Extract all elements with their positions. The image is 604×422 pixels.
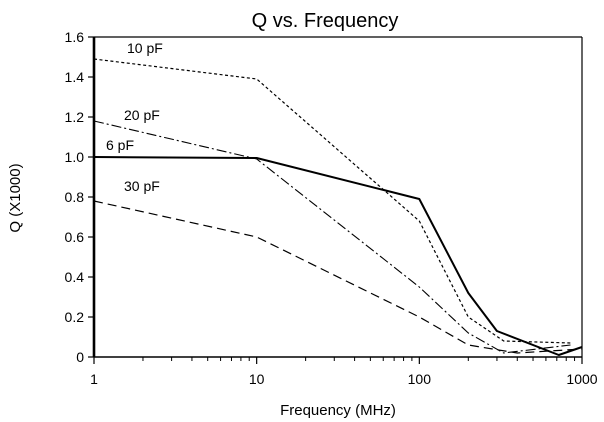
- y-tick-label: 0.6: [65, 229, 85, 245]
- y-tick-label: 0: [76, 349, 84, 365]
- y-tick-label: 0.8: [65, 189, 85, 205]
- y-tick-label: 1.2: [65, 109, 85, 125]
- series-line-6-pf: [93, 156, 583, 356]
- x-axis-label: Frequency (MHz): [280, 402, 396, 419]
- chart-title: Q vs. Frequency: [252, 10, 399, 32]
- y-axis-label: Q (X1000): [7, 163, 24, 232]
- series-line-20-pf: [93, 120, 571, 354]
- y-tick-label: 1.0: [65, 149, 85, 165]
- series-label-6-pf: 6 pF: [106, 137, 134, 153]
- series-label-30-pf: 30 pF: [124, 178, 160, 194]
- series-lines: [93, 58, 583, 356]
- series-line-10-pf: [93, 58, 571, 344]
- series-label-20-pf: 20 pF: [124, 107, 160, 123]
- y-tick-label: 1.6: [65, 29, 85, 45]
- x-tick-label: 1: [90, 371, 98, 387]
- series-line-30-pf: [93, 200, 583, 354]
- y-tick-label: 1.4: [65, 69, 85, 85]
- x-tick-label: 10: [249, 371, 265, 387]
- y-tick-label: 0.2: [65, 309, 85, 325]
- series-labels: 10 pF 20 pF 6 pF 30 pF: [106, 40, 163, 194]
- axes: 0 0.2 0.4 0.6 0.8 1.0 1.2 1.4 1.6 1 10 100 1000: [65, 29, 598, 387]
- x-tick-label: 1000: [566, 371, 597, 387]
- y-tick-label: 0.4: [65, 269, 85, 285]
- x-tick-label: 100: [408, 371, 432, 387]
- series-label-10-pf: 10 pF: [127, 40, 163, 56]
